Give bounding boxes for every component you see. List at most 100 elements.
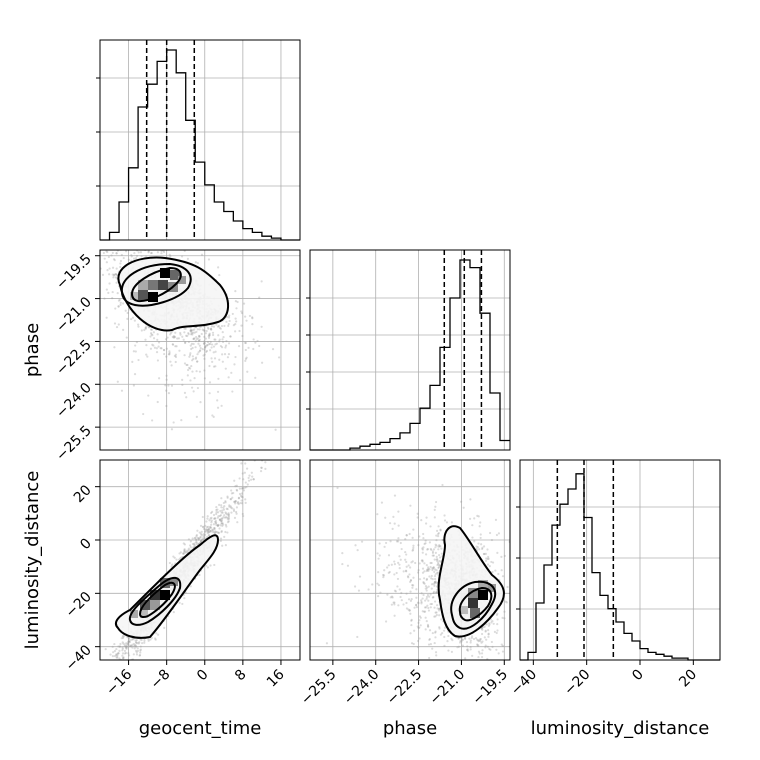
scatter-point: [405, 534, 408, 537]
scatter-point: [423, 577, 426, 580]
scatter-point: [234, 323, 237, 326]
scatter-point: [109, 668, 111, 670]
scatter-point: [433, 600, 437, 603]
scatter-point: [137, 323, 140, 326]
scatter-point: [150, 251, 153, 255]
scatter-point: [490, 560, 493, 564]
scatter-point: [102, 681, 104, 683]
scatter-point: [504, 600, 507, 603]
scatter-point: [206, 535, 209, 538]
grid-lines: [310, 460, 510, 660]
scatter-point: [427, 566, 430, 569]
scatter-point: [224, 346, 227, 349]
scatter-point: [433, 615, 436, 618]
scatter-point: [408, 609, 411, 612]
scatter-point: [172, 336, 175, 339]
scatter-point: [430, 602, 434, 606]
scatter-point: [179, 331, 182, 335]
scatter-point: [209, 349, 212, 352]
scatter-point: [214, 350, 217, 353]
scatter-point: [196, 261, 199, 265]
scatter-point: [191, 542, 195, 546]
scatter-point: [356, 635, 359, 639]
scatter-point: [390, 595, 394, 598]
scatter-point: [393, 494, 397, 497]
scatter-point: [240, 311, 244, 315]
scatter-point: [488, 622, 491, 625]
scatter-point: [189, 353, 192, 357]
scatter-point: [420, 600, 423, 604]
scatter-point: [484, 646, 487, 649]
scatter-point: [223, 535, 226, 538]
scatter-point: [209, 529, 212, 532]
scatter-point: [481, 547, 484, 551]
scatter-point: [435, 534, 438, 537]
scatter-point: [431, 596, 434, 599]
scatter-point: [229, 498, 233, 501]
scatter-point: [207, 527, 211, 531]
scatter-point: [426, 548, 429, 551]
scatter-point: [486, 657, 489, 660]
scatter-point: [194, 357, 197, 360]
scatter-point: [462, 506, 465, 509]
scatter-point: [416, 512, 419, 515]
scatter-point: [224, 344, 228, 347]
scatter-point: [483, 552, 486, 556]
scatter-point: [198, 531, 201, 534]
scatter-point: [492, 622, 495, 625]
scatter-point: [486, 548, 489, 551]
contour-outer: [114, 534, 220, 639]
scatter-point: [402, 603, 405, 606]
scatter-point: [412, 544, 415, 547]
scatter-point: [167, 384, 170, 387]
scatter-point: [424, 616, 427, 619]
scatter-point: [423, 610, 426, 613]
scatter-point: [174, 360, 177, 364]
scatter-point: [111, 266, 115, 269]
scatter-point: [209, 327, 213, 330]
scatter-point: [156, 333, 159, 336]
x-tick-label: −40: [508, 667, 540, 699]
scatter-point: [236, 501, 240, 504]
scatter-point: [205, 528, 208, 531]
scatter-point: [496, 623, 499, 626]
scatter-point: [222, 336, 225, 339]
scatter-point: [105, 250, 108, 253]
scatter-point: [479, 637, 482, 641]
scatter-point: [242, 487, 245, 490]
scatter-point: [191, 333, 194, 336]
scatter-point: [426, 568, 429, 571]
scatter-point: [421, 597, 424, 600]
scatter-point: [390, 563, 393, 566]
scatter-point: [139, 649, 142, 652]
scatter-point: [156, 251, 159, 254]
scatter-point: [215, 523, 218, 527]
scatter-point: [165, 389, 168, 392]
scatter-point: [415, 603, 418, 606]
scatter-point: [481, 628, 484, 631]
scatter-point: [396, 585, 399, 588]
scatter-point: [199, 532, 203, 535]
scatter-point: [127, 637, 130, 640]
scatter-point: [125, 642, 128, 645]
scatter-point: [113, 259, 116, 262]
contour-inner: [458, 586, 493, 622]
scatter-point: [199, 400, 202, 404]
scatter-point: [438, 626, 441, 629]
scatter-point: [127, 640, 130, 643]
scatter-point: [121, 636, 125, 640]
scatter-point: [132, 642, 136, 646]
scatter-point: [193, 331, 196, 334]
scatter-point: [157, 345, 160, 348]
scatter-point: [211, 331, 215, 334]
scatter-point: [196, 337, 200, 340]
scatter-point: [163, 349, 166, 352]
scatter-point: [216, 390, 220, 393]
scatter-point: [405, 607, 409, 610]
scatter-point: [192, 390, 195, 393]
scatter-point: [205, 349, 209, 353]
scatter-point: [113, 243, 115, 245]
scatter-point: [123, 645, 126, 648]
scatter-point: [169, 255, 172, 258]
scatter-point: [431, 577, 434, 581]
